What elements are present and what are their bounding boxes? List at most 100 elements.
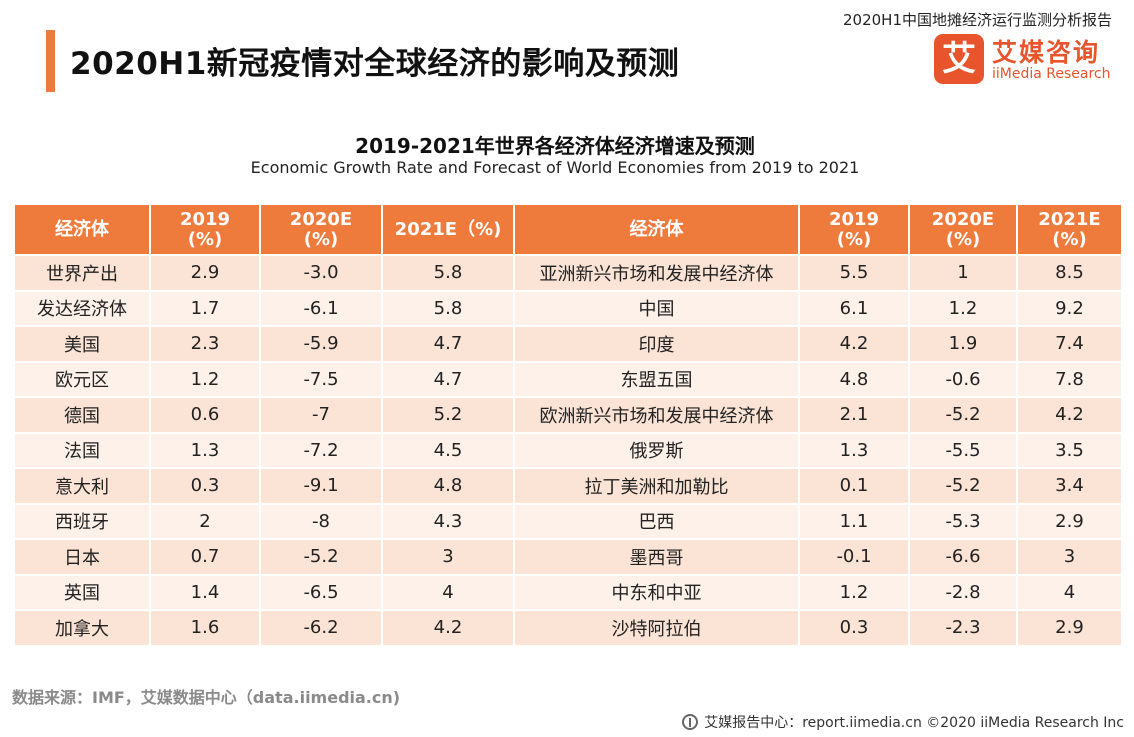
- growth-value-cell: 4.7: [381, 325, 515, 363]
- growth-value-cell: -6.1: [259, 289, 383, 327]
- economy-name-cell: 欧元区: [13, 360, 151, 398]
- footer-credit-text: 艾媒报告中心：report.iimedia.cn ©2020 iiMedia R…: [704, 715, 1124, 731]
- growth-value-cell: 1.2: [149, 360, 261, 398]
- growth-value-cell: -7: [259, 396, 383, 434]
- growth-value-cell: 3.5: [1016, 431, 1123, 469]
- economy-name-cell: 墨西哥: [513, 538, 800, 576]
- economy-name-cell: 西班牙: [13, 502, 151, 540]
- table-row: 日本 0.7 -5.2 3 墨西哥 -0.1 -6.6 3: [13, 538, 1123, 576]
- economy-name-cell: 德国: [13, 396, 151, 434]
- growth-value-cell: -6.6: [908, 538, 1018, 576]
- growth-value-cell: 1.3: [798, 431, 910, 469]
- title-accent-bar: [46, 30, 55, 92]
- growth-value-cell: -6.2: [259, 609, 383, 647]
- growth-value-cell: 1.3: [149, 431, 261, 469]
- growth-value-cell: 0.3: [149, 467, 261, 505]
- table-row: 法国 1.3 -7.2 4.5 俄罗斯 1.3 -5.5 3.5: [13, 431, 1123, 469]
- growth-value-cell: -5.5: [908, 431, 1018, 469]
- growth-value-cell: 2.9: [1016, 609, 1123, 647]
- growth-value-cell: 4: [1016, 573, 1123, 611]
- growth-value-cell: 0.7: [149, 538, 261, 576]
- growth-value-cell: 2.9: [149, 254, 261, 292]
- growth-value-cell: 4.2: [798, 325, 910, 363]
- column-header: 2020E (%): [908, 203, 1018, 256]
- growth-value-cell: 1: [908, 254, 1018, 292]
- growth-value-cell: 1.2: [908, 289, 1018, 327]
- iimedia-logo: 艾 艾媒咨询 iiMedia Research: [934, 34, 1120, 86]
- growth-value-cell: 2: [149, 502, 261, 540]
- economy-name-cell: 东盟五国: [513, 360, 800, 398]
- globe-icon: [682, 714, 699, 730]
- column-header: 2021E（%): [381, 203, 515, 256]
- economy-name-cell: 美国: [13, 325, 151, 363]
- growth-value-cell: -7.5: [259, 360, 383, 398]
- growth-value-cell: 5.8: [381, 254, 515, 292]
- growth-value-cell: -5.2: [908, 467, 1018, 505]
- table-row: 欧元区 1.2 -7.5 4.7 东盟五国 4.8 -0.6 7.8: [13, 360, 1123, 398]
- growth-value-cell: 0.6: [149, 396, 261, 434]
- growth-value-cell: 1.2: [798, 573, 910, 611]
- growth-value-cell: 2.1: [798, 396, 910, 434]
- economy-name-cell: 加拿大: [13, 609, 151, 647]
- growth-value-cell: -8: [259, 502, 383, 540]
- table-row: 德国 0.6 -7 5.2 欧洲新兴市场和发展中经济体 2.1 -5.2 4.2: [13, 396, 1123, 434]
- growth-value-cell: -2.3: [908, 609, 1018, 647]
- growth-value-cell: -5.2: [259, 538, 383, 576]
- economy-name-cell: 法国: [13, 431, 151, 469]
- table-title: 2019-2021年世界各经济体经济增速及预测: [355, 134, 755, 158]
- growth-value-cell: -5.9: [259, 325, 383, 363]
- column-header: 2019 (%): [798, 203, 910, 256]
- growth-value-cell: 7.8: [1016, 360, 1123, 398]
- table-subtitle: Economic Growth Rate and Forecast of Wor…: [250, 158, 860, 177]
- economy-name-cell: 日本: [13, 538, 151, 576]
- growth-value-cell: 4.2: [381, 609, 515, 647]
- economy-name-cell: 发达经济体: [13, 289, 151, 327]
- economy-name-cell: 中东和中亚: [513, 573, 800, 611]
- growth-table: 经济体 2019 (%) 2020E (%) 2021E（%) 经济体 2019 (%) 2020…: [13, 203, 1123, 647]
- growth-value-cell: -2.8: [908, 573, 1018, 611]
- growth-value-cell: 1.4: [149, 573, 261, 611]
- growth-value-cell: 1.7: [149, 289, 261, 327]
- economy-name-cell: 欧洲新兴市场和发展中经济体: [513, 396, 800, 434]
- column-header: 经济体: [13, 203, 151, 256]
- table-row: 英国 1.4 -6.5 4 中东和中亚 1.2 -2.8 4: [13, 573, 1123, 611]
- growth-value-cell: 4: [381, 573, 515, 611]
- column-header: 2020E (%): [259, 203, 383, 256]
- growth-value-cell: -5.2: [908, 396, 1018, 434]
- growth-value-cell: 7.4: [1016, 325, 1123, 363]
- column-header: 经济体: [513, 203, 800, 256]
- growth-value-cell: 3: [1016, 538, 1123, 576]
- growth-value-cell: 8.5: [1016, 254, 1123, 292]
- table-row: 世界产出 2.9 -3.0 5.8 亚洲新兴市场和发展中经济体 5.5 1 8.5: [13, 254, 1123, 292]
- growth-value-cell: 1.1: [798, 502, 910, 540]
- growth-value-cell: -9.1: [259, 467, 383, 505]
- growth-value-cell: 5.2: [381, 396, 515, 434]
- growth-value-cell: 3: [381, 538, 515, 576]
- growth-value-cell: 5.5: [798, 254, 910, 292]
- growth-value-cell: -0.6: [908, 360, 1018, 398]
- economy-name-cell: 意大利: [13, 467, 151, 505]
- logo-mark-icon: 艾: [934, 34, 984, 84]
- growth-value-cell: 4.2: [1016, 396, 1123, 434]
- growth-value-cell: 5.8: [381, 289, 515, 327]
- report-name: 2020H1中国地摊经济运行监测分析报告: [843, 11, 1112, 29]
- table-row: 发达经济体 1.7 -6.1 5.8 中国 6.1 1.2 9.2: [13, 289, 1123, 327]
- economy-name-cell: 印度: [513, 325, 800, 363]
- growth-value-cell: 4.8: [381, 467, 515, 505]
- growth-value-cell: 4.3: [381, 502, 515, 540]
- growth-value-cell: -3.0: [259, 254, 383, 292]
- economy-name-cell: 沙特阿拉伯: [513, 609, 800, 647]
- footer-credit: 艾媒报告中心：report.iimedia.cn ©2020 iiMedia R…: [682, 712, 1124, 732]
- growth-value-cell: -6.5: [259, 573, 383, 611]
- logo-english-name: iiMedia Research: [992, 66, 1111, 82]
- growth-value-cell: 4.7: [381, 360, 515, 398]
- table-row: 意大利 0.3 -9.1 4.8 拉丁美洲和加勒比 0.1 -5.2 3.4: [13, 467, 1123, 505]
- growth-value-cell: -0.1: [798, 538, 910, 576]
- economy-name-cell: 巴西: [513, 502, 800, 540]
- table-row: 加拿大 1.6 -6.2 4.2 沙特阿拉伯 0.3 -2.3 2.9: [13, 609, 1123, 647]
- growth-value-cell: 9.2: [1016, 289, 1123, 327]
- growth-value-cell: 0.1: [798, 467, 910, 505]
- table-row: 美国 2.3 -5.9 4.7 印度 4.2 1.9 7.4: [13, 325, 1123, 363]
- growth-value-cell: 1.9: [908, 325, 1018, 363]
- economy-name-cell: 亚洲新兴市场和发展中经济体: [513, 254, 800, 292]
